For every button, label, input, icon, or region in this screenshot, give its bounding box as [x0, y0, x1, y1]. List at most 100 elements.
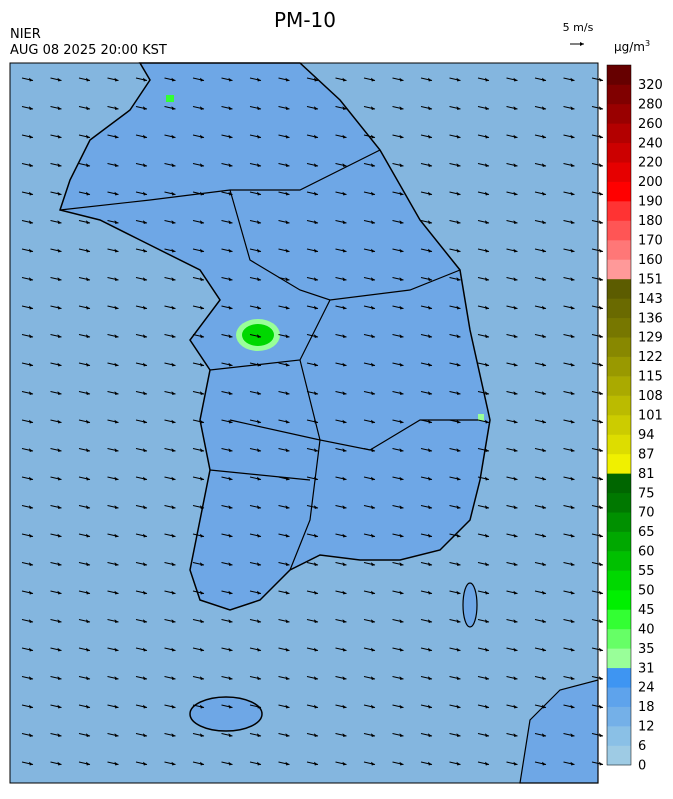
wind-arrow-head	[513, 647, 518, 652]
wind-arrow-head	[342, 505, 347, 509]
wind-arrow-head	[86, 647, 90, 652]
wind-arrow-head	[399, 647, 404, 652]
wind-arrow-head	[314, 305, 318, 310]
wind-arrow-head	[57, 476, 62, 481]
wind-arrow-head	[114, 704, 119, 709]
wind-arrow-head	[171, 533, 176, 538]
wind-arrow-head	[570, 676, 575, 680]
jeju-island	[189, 696, 263, 732]
wind-arrow-head	[285, 191, 290, 196]
wind-arrow-head	[285, 562, 290, 566]
wind-arrow-head	[342, 733, 347, 737]
wind-arrow-head	[371, 106, 375, 110]
wind-arrow-head	[143, 106, 147, 110]
wind-arrow-head	[171, 733, 176, 737]
unit-base: μg/m	[614, 40, 645, 54]
wind-arrow-head	[599, 362, 603, 367]
wind-arrow-head	[542, 476, 546, 481]
wind-arrow-head	[228, 761, 233, 766]
wind-arrow-head	[86, 676, 90, 680]
wind-arrow-head	[314, 220, 318, 224]
color-segment	[607, 745, 631, 766]
wind-scale-label: 5 m/s	[563, 21, 594, 34]
wind-arrow-head	[513, 676, 518, 680]
wind-arrow-head	[456, 419, 461, 424]
wind-arrow-head	[428, 448, 432, 452]
wind-arrow-head	[428, 305, 432, 310]
wind-arrow-head	[371, 305, 375, 310]
wind-arrow-head	[485, 505, 489, 509]
wind-arrow-head	[86, 476, 90, 481]
wind-arrow-head	[485, 391, 489, 395]
wind-arrow-head	[86, 590, 90, 595]
wind-arrow-head	[428, 761, 432, 766]
wind-arrow-head	[171, 505, 176, 509]
color-segment	[607, 551, 631, 571]
wind-arrow-head	[599, 761, 603, 766]
wind-arrow-head	[285, 590, 290, 595]
wind-arrow-head	[29, 590, 33, 595]
wind-arrow-head	[86, 533, 90, 538]
wind-arrow-head	[371, 505, 375, 509]
wind-arrow-head	[228, 77, 233, 82]
wind-arrow-head	[371, 220, 375, 224]
wind-arrow-head	[143, 647, 147, 652]
wind-arrow-head	[399, 134, 404, 139]
color-segment	[607, 512, 631, 532]
wind-arrow-head	[314, 676, 318, 680]
wind-arrow-head	[342, 277, 347, 281]
wind-arrow-head	[143, 533, 147, 538]
wind-arrow-head	[456, 676, 461, 680]
color-segment	[607, 162, 631, 182]
wind-arrow-head	[371, 277, 375, 281]
wind-arrow-head	[371, 562, 375, 566]
colorbar: 0 6 12 18 24 31 35 40 45 50 55 60 65 70 75 81 87 94 101 108…	[606, 64, 663, 774]
wind-arrow-head	[171, 305, 176, 310]
wind-arrow-head	[542, 419, 546, 424]
wind-arrow-head	[342, 590, 347, 595]
wind-arrow-head	[342, 448, 347, 452]
wind-arrow-head	[86, 134, 90, 139]
wind-arrow-head	[257, 277, 261, 281]
colorbar-tick-label: 170	[638, 234, 663, 249]
wind-arrow-head	[399, 248, 404, 253]
wind-arrow-head	[200, 533, 204, 538]
wind-arrow-head	[171, 134, 176, 139]
wind-arrow-head	[143, 248, 147, 253]
wind-arrow-head	[143, 277, 147, 281]
wind-arrow-head	[342, 562, 347, 566]
wind-arrow-head	[485, 248, 489, 253]
wind-arrow-head	[599, 676, 603, 680]
wind-arrow-head	[513, 476, 518, 481]
wind-arrow-head	[200, 106, 204, 110]
wind-arrow-head	[599, 334, 603, 338]
wind-arrow-head	[114, 647, 119, 652]
colorbar-tick-label: 151	[638, 272, 663, 287]
wind-arrow-head	[342, 419, 347, 424]
wind-arrow-head	[371, 533, 375, 538]
wind-arrow-head	[399, 619, 404, 623]
wind-arrow-head	[285, 647, 290, 652]
wind-arrow-head	[570, 476, 575, 481]
wind-arrow-head	[29, 647, 33, 652]
wind-arrow-head	[285, 619, 290, 623]
wind-arrow-head	[456, 305, 461, 310]
wind-arrow-head	[342, 334, 347, 338]
wind-arrow-head	[143, 619, 147, 623]
wind-arrow-head	[456, 448, 461, 452]
colorbar-tick-label: 55	[638, 564, 655, 579]
wind-arrow-head	[57, 220, 62, 224]
wind-arrow-head	[143, 134, 147, 139]
wind-arrow-head	[57, 134, 62, 139]
wind-arrow-head	[570, 562, 575, 566]
wind-arrow-head	[114, 476, 119, 481]
wind-arrow-head	[371, 334, 375, 338]
color-segment	[607, 278, 631, 299]
colorbar-frame	[606, 64, 632, 766]
wind-arrow-head	[570, 391, 575, 395]
wind-arrow-head	[171, 163, 176, 167]
wind-arrow-head	[29, 277, 33, 281]
colorbar-tick-label: 180	[638, 214, 663, 229]
wind-arrow-head	[257, 676, 261, 680]
wind-arrow-head	[342, 619, 347, 623]
